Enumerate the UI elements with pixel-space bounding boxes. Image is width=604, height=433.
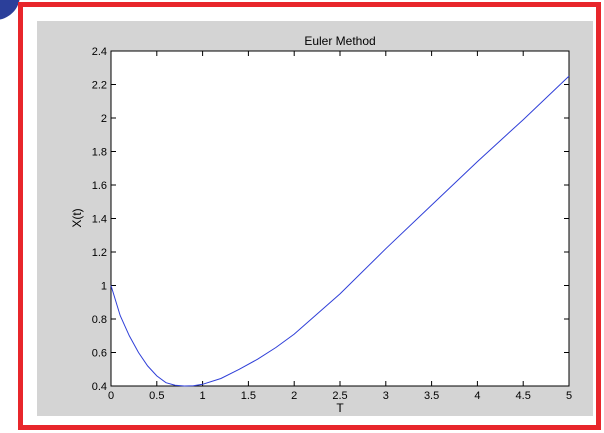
x-tick-label: 2.5 [332,390,347,402]
y-tick-label: 0.4 [92,381,107,393]
y-tick-label: 1.2 [92,247,107,259]
x-axis-label: T [336,401,344,415]
figure-window: Euler Method T X(t) 0 0.5 1 1.5 2 2.5 3 3.5 4 4.5… [37,21,593,416]
x-tick-label: 5 [566,390,572,402]
y-tick-label: 2.2 [92,80,107,92]
y-tick-label: 0.8 [92,314,107,326]
x-tick-label: 3 [383,390,389,402]
y-tick-label: 2.4 [92,46,107,58]
x-tick-label: 2 [291,390,297,402]
chart-title: Euler Method [304,34,375,48]
y-axis-label: X(t) [70,208,84,227]
y-tick-label: 1.6 [92,180,107,192]
y-tick-label: 1 [101,281,107,293]
x-tick-label: 0.5 [149,390,164,402]
series-line [110,75,570,387]
plot-area [110,50,570,387]
x-tick-label: 1 [200,390,206,402]
y-tick-label: 1.4 [92,214,107,226]
x-tick-label: 1.5 [241,390,256,402]
corner-accent-shape [0,0,20,20]
y-tick-label: 2 [101,113,107,125]
y-axis-ticks: 0.4 0.6 0.8 1 1.2 1.4 1.6 1.8 2 2.2 2.4 [92,46,569,393]
x-axis-ticks: 0 0.5 1 1.5 2 2.5 3 3.5 4 4.5 5 [108,51,572,402]
highlight-frame: Euler Method T X(t) 0 0.5 1 1.5 2 2.5 3 3.5 4 4.5… [18,2,601,430]
series-layer [110,75,570,387]
line-chart: Euler Method T X(t) 0 0.5 1 1.5 2 2.5 3 3.5 4 4.5… [70,34,572,415]
x-tick-label: 3.5 [424,390,439,402]
x-tick-label: 0 [108,390,114,402]
y-tick-label: 0.6 [92,348,107,360]
x-tick-label: 4.5 [516,390,531,402]
y-tick-label: 1.8 [92,147,107,159]
x-tick-label: 4 [474,390,480,402]
